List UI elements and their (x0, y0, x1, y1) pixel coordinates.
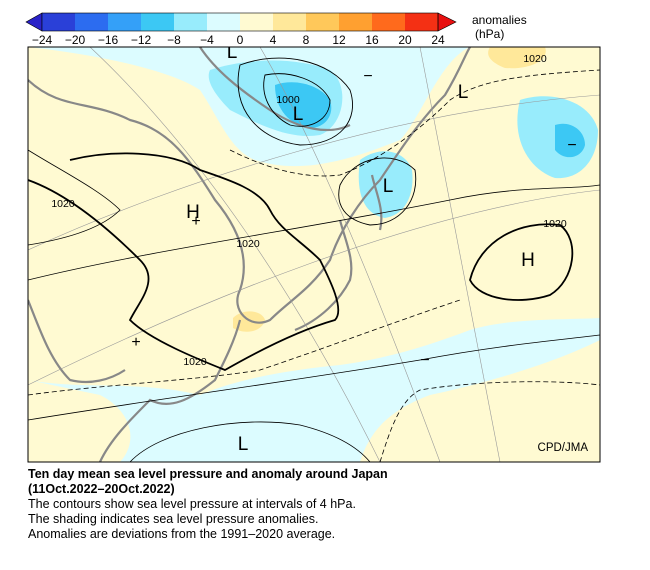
anomaly-sign: + (131, 334, 140, 351)
colorbar-tick-label: −4 (200, 33, 214, 47)
colorbar-tick-label: −16 (98, 33, 119, 47)
figure: −24 −20 −16 −12 −8 −4 0 4 8 12 16 20 24 anomalies (h… (25, 12, 601, 463)
caption-line: Anomalies are deviations from the 1991–2… (28, 527, 336, 541)
colorbar-tick-label: −8 (167, 33, 181, 47)
high-center: H (521, 250, 535, 271)
caption-period: (11Oct.2022–20Oct.2022) (28, 482, 175, 496)
caption-line: The contours show sea level pressure at … (28, 497, 356, 511)
contour-label: 1020 (543, 218, 567, 230)
low-center: L (458, 82, 469, 103)
high-center: H (186, 202, 200, 223)
colorbar-tick-label: 16 (365, 33, 379, 47)
anomaly-sign: − (567, 137, 576, 154)
colorbar-arrow (25, 12, 43, 32)
credit: CPD/JMA (538, 442, 589, 454)
colorbar-title: anomalies (472, 13, 527, 27)
colorbar-tick-label: 12 (332, 33, 346, 47)
map: 1020 1000 1020 1020 1020 1020 L L L L H … (28, 42, 600, 462)
coastlines (28, 47, 471, 462)
colorbar-tick-label: −24 (32, 33, 53, 47)
contour-label: 1020 (183, 356, 207, 368)
anomaly-sign: + (191, 213, 200, 230)
contour-label: 1020 (523, 53, 547, 65)
contour-label: 1020 (51, 198, 75, 210)
colorbar-tick-label: 4 (270, 33, 277, 47)
low-center: L (227, 42, 238, 63)
low-center: L (238, 434, 249, 455)
contours (28, 57, 600, 462)
colorbar-tick-label: 24 (431, 33, 445, 47)
colorbar-tick-label: 0 (237, 33, 244, 47)
colorbar-tick-label: 20 (398, 33, 412, 47)
caption: Ten day mean sea level pressure and anom… (28, 467, 388, 542)
low-center: L (293, 104, 304, 125)
colorbar-unit: (hPa) (475, 27, 504, 41)
anomaly-sign: − (420, 352, 429, 369)
anomaly-sign: − (363, 68, 372, 85)
contour-label: 1020 (236, 238, 260, 250)
colorbar-tick-label: −20 (65, 33, 86, 47)
colorbar-arrow (437, 12, 457, 32)
caption-line: The shading indicates sea level pressure… (28, 512, 319, 526)
colorbar-tick-label: −12 (131, 33, 152, 47)
colorbar-tick-label: 8 (303, 33, 310, 47)
caption-title: Ten day mean sea level pressure and anom… (28, 467, 388, 481)
contour-label: 1000 (276, 94, 300, 106)
low-center: L (383, 176, 394, 197)
colorbar: −24 −20 −16 −12 −8 −4 0 4 8 12 16 20 24 anomalies (h… (25, 12, 527, 47)
